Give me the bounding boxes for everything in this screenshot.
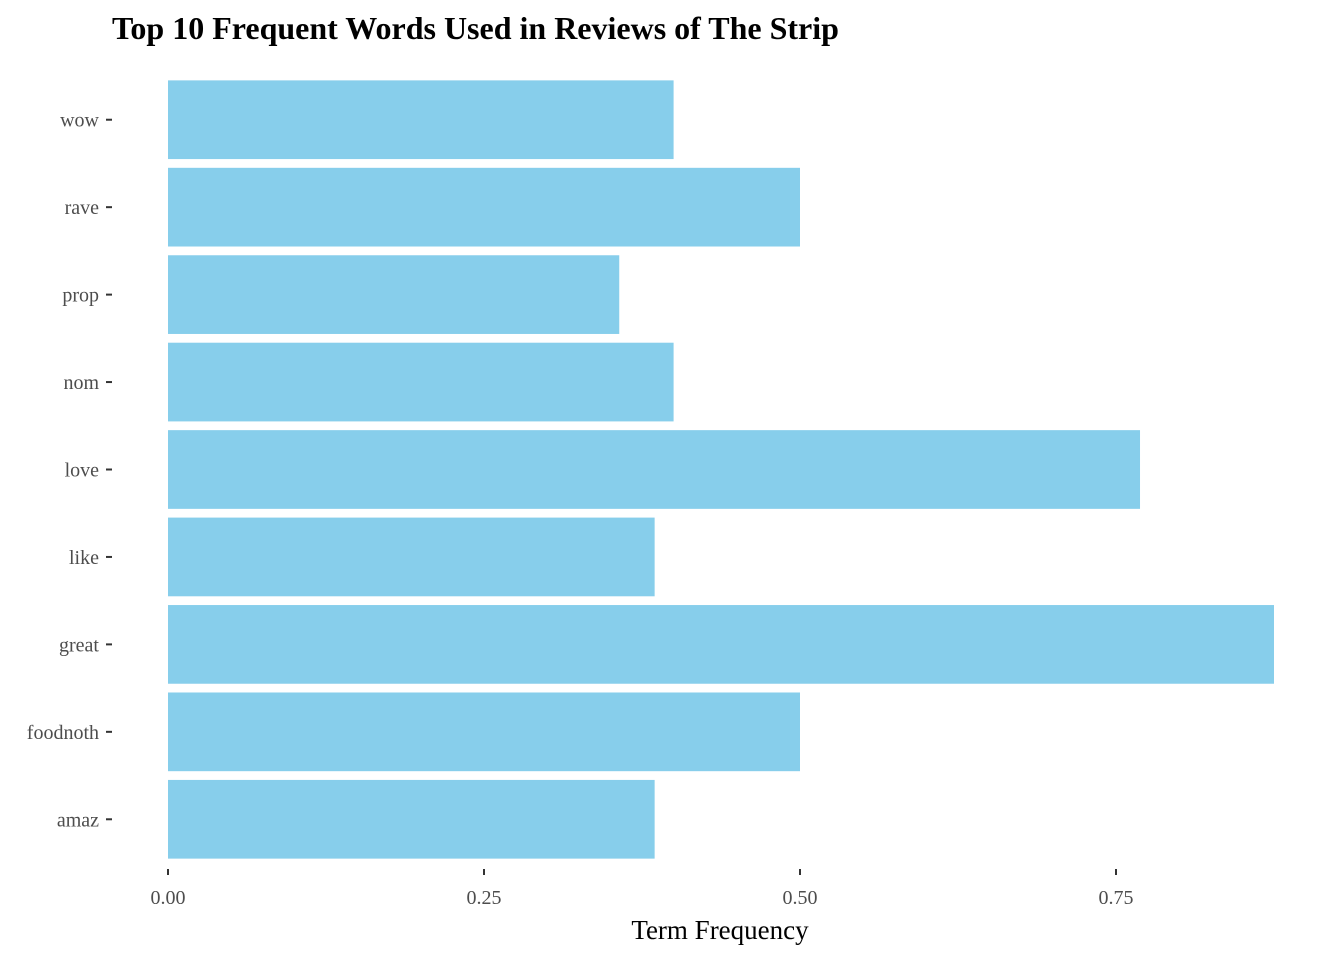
y-tick-label: prop xyxy=(62,285,99,307)
y-tick-label: amaz xyxy=(57,809,99,831)
bar-wow xyxy=(168,80,674,160)
y-tick-label: great xyxy=(59,634,99,656)
y-tick-label: rave xyxy=(65,197,100,219)
x-tick-label: 0.25 xyxy=(467,887,502,909)
y-tick-label: foodnoth xyxy=(27,722,99,744)
bar-nom xyxy=(168,342,674,422)
x-tick-label: 0.75 xyxy=(1099,887,1134,909)
x-axis-label: Term Frequency xyxy=(631,915,809,945)
y-tick-label: wow xyxy=(60,110,99,132)
bar-great xyxy=(168,605,1274,684)
y-tick-label: love xyxy=(65,460,100,482)
bars-group xyxy=(168,80,1274,859)
x-axis: 0.00 0.25 0.50 0.75 xyxy=(151,869,1134,909)
y-axis: wow rave prop nom love like great foodnoth amaz xyxy=(27,110,112,831)
x-tick-label: 0.50 xyxy=(783,887,818,909)
y-tick-label: like xyxy=(69,547,99,569)
bar-prop xyxy=(168,255,620,334)
bar-rave xyxy=(168,167,800,247)
y-tick-label: nom xyxy=(63,372,99,394)
bar-love xyxy=(168,430,1141,509)
bar-like xyxy=(168,517,655,597)
bar-foodnoth xyxy=(168,692,800,772)
chart-title: Top 10 Frequent Words Used in Reviews of… xyxy=(112,10,839,46)
bar-amaz xyxy=(168,779,655,859)
x-tick-label: 0.00 xyxy=(151,887,186,909)
